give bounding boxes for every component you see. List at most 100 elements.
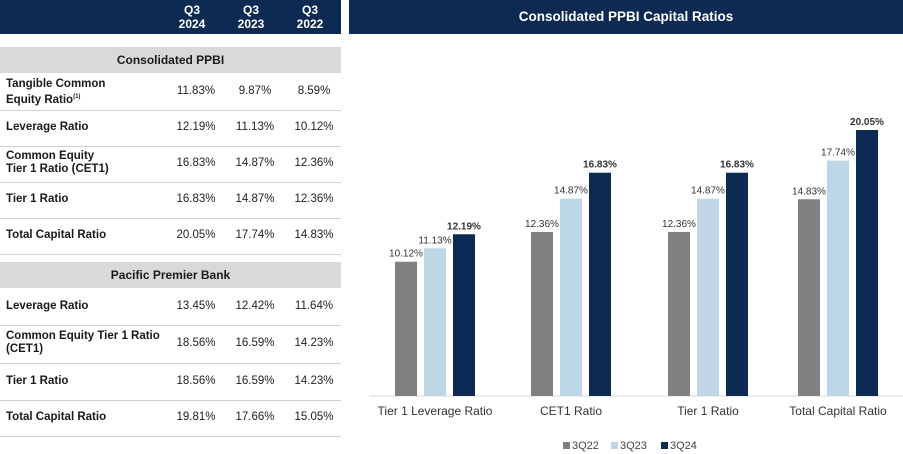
row-label-text: Tangible Common: [6, 77, 106, 90]
table-cell: 14.23%: [294, 337, 334, 349]
row-label-line: Leverage Ratio: [6, 300, 88, 313]
bar-data-label: 20.05%: [850, 117, 884, 128]
bar-3q22-1: [395, 261, 417, 396]
row-label-text: Leverage Ratio: [6, 299, 89, 312]
table-row: Tier 1 Ratio 16.83% 14.87% 12.36%: [0, 182, 341, 219]
bar-data-label: 14.83%: [792, 186, 826, 197]
column-header-line: Q3: [242, 3, 259, 17]
table-row: Total Capital Ratio 19.81% 17.66% 15.05%: [0, 400, 341, 437]
column-header-q3-2024: Q3 2024: [162, 3, 222, 31]
column-header-q3-2023: Q3 2023: [221, 3, 281, 31]
table-row: Tier 1 Ratio 18.56% 16.59% 14.23%: [0, 363, 341, 401]
bar-data-label: 12.36%: [662, 219, 696, 230]
row-label-line: Tier 1 Ratio: [6, 193, 68, 206]
legend-label: 3Q23: [620, 440, 647, 452]
bar-data-label: 16.83%: [720, 160, 754, 171]
table-row: Total Capital Ratio 20.05% 17.74% 14.83%: [0, 218, 341, 255]
row-label-text: Tier 1 Ratio: [6, 193, 69, 205]
bar-data-label: 12.36%: [525, 219, 559, 230]
column-header-line: Q3: [301, 3, 318, 17]
table-cell: 12.19%: [176, 121, 216, 133]
row-label-line: Total Capital Ratio: [6, 229, 106, 242]
table-row: Leverage Ratio 13.45% 12.42% 11.64%: [0, 288, 341, 326]
legend-swatch: [661, 442, 668, 449]
table-cell: 18.56%: [176, 337, 216, 349]
column-header-line: 2023: [237, 17, 265, 31]
footnote-marker: (1): [73, 93, 81, 100]
bar-3q24-1: [453, 234, 475, 396]
table-cell: 14.87%: [235, 157, 275, 169]
table-cell: 11.64%: [294, 299, 334, 312]
bar-data-label: 11.13%: [418, 235, 451, 246]
bar-3q24-2: [589, 172, 611, 396]
bar-3q24-4: [856, 130, 878, 396]
row-label: Leverage Ratio: [6, 300, 88, 313]
row-label: Leverage Ratio: [6, 121, 88, 134]
row-label: Total Capital Ratio: [6, 229, 106, 242]
table-cell: 14.83%: [294, 229, 334, 241]
table-row: Common Equity Tier 1 Ratio (CET1) 16.83% 14…: [0, 146, 341, 183]
row-label-text: Total Capital Ratio: [6, 229, 107, 241]
table-cell: 14.23%: [294, 374, 334, 387]
table-cell: 17.66%: [235, 411, 275, 423]
bar-data-label: 10.12%: [389, 249, 423, 260]
capital-ratios-chart: Consolidated PPBI Capital Ratios 10.12% 1…: [349, 0, 903, 454]
table-cell: 12.42%: [235, 299, 275, 312]
column-header-line: 2024: [178, 17, 206, 31]
row-label-text: Equity Ratio: [6, 93, 74, 106]
row-label-line: Equity Ratio(1): [6, 91, 105, 107]
row-label-text: Common Equity Tier 1 Ratio: [6, 330, 160, 342]
table-cell: 19.81%: [176, 411, 216, 423]
bar-data-label: 14.87%: [554, 186, 588, 197]
table-row: Common Equity Tier 1 Ratio (CET1) 18.56% 16…: [0, 325, 341, 364]
bar-3q24-3: [726, 172, 748, 396]
row-label-line: Common Equity Tier 1 Ratio: [6, 330, 160, 343]
table-cell: 8.59%: [297, 84, 331, 97]
table-cell: 12.36%: [294, 193, 334, 205]
table-row: Leverage Ratio 12.19% 11.13% 10.12%: [0, 110, 341, 147]
row-label-line: (CET1): [6, 343, 160, 356]
table-cell: 16.83%: [176, 193, 216, 205]
table-header: Q3 2024 Q3 2023 Q3 2022: [0, 0, 341, 34]
bar-data-label: 16.83%: [583, 160, 617, 171]
category-label: Total Capital Ratio: [789, 404, 887, 418]
bar-3q23-4: [827, 160, 849, 396]
bar-3q22-2: [531, 232, 553, 396]
bar-3q22-3: [668, 232, 690, 396]
row-label: Tier 1 Ratio: [6, 193, 68, 206]
table-cell: 15.05%: [294, 411, 334, 423]
table-cell: 16.83%: [176, 157, 216, 169]
category-label: Tier 1 Ratio: [677, 404, 739, 418]
row-label-line: Common Equity: [6, 150, 109, 163]
table-cell: 14.87%: [235, 193, 275, 205]
bar-chart-canvas: 10.12% 11.13% 12.19% Tier 1 Leverage Ratio 1…: [369, 117, 903, 452]
bar-3q23-1: [424, 248, 446, 396]
row-label: Total Capital Ratio: [6, 411, 106, 424]
bar-3q23-3: [697, 198, 719, 396]
row-label: Tangible Common Equity Ratio(1): [6, 78, 105, 107]
row-label-text: Total Capital Ratio: [6, 411, 107, 423]
table-cell: 10.12%: [294, 121, 334, 133]
table-cell: 16.59%: [235, 337, 275, 349]
table-cell: 16.59%: [235, 374, 275, 387]
category-label: CET1 Ratio: [540, 404, 602, 418]
bar-3q22-4: [798, 199, 820, 396]
row-label-line: Tier 1 Ratio (CET1): [6, 163, 109, 176]
table-cell: 18.56%: [176, 374, 216, 387]
bar-data-label: 17.74%: [821, 148, 855, 159]
legend-swatch: [563, 442, 570, 449]
row-label-line: Tangible Common: [6, 78, 105, 91]
table-cell: 13.45%: [176, 299, 216, 312]
legend-swatch: [611, 442, 618, 449]
row-label: Common Equity Tier 1 Ratio (CET1): [6, 150, 109, 176]
capital-ratios-table: Q3 2024 Q3 2023 Q3 2022 Consolidated PPB…: [0, 0, 341, 454]
section-header: Consolidated PPBI: [0, 47, 341, 73]
chart-title: Consolidated PPBI Capital Ratios: [349, 0, 903, 34]
table-cell: 12.36%: [294, 157, 334, 169]
row-label-text: Leverage Ratio: [6, 121, 89, 133]
table-cell: 17.74%: [235, 229, 275, 241]
column-header-q3-2022: Q3 2022: [280, 3, 340, 31]
column-header-line: 2022: [296, 17, 324, 31]
row-label-line: Leverage Ratio: [6, 121, 88, 134]
row-label-text: Tier 1 Ratio (CET1): [6, 163, 109, 175]
